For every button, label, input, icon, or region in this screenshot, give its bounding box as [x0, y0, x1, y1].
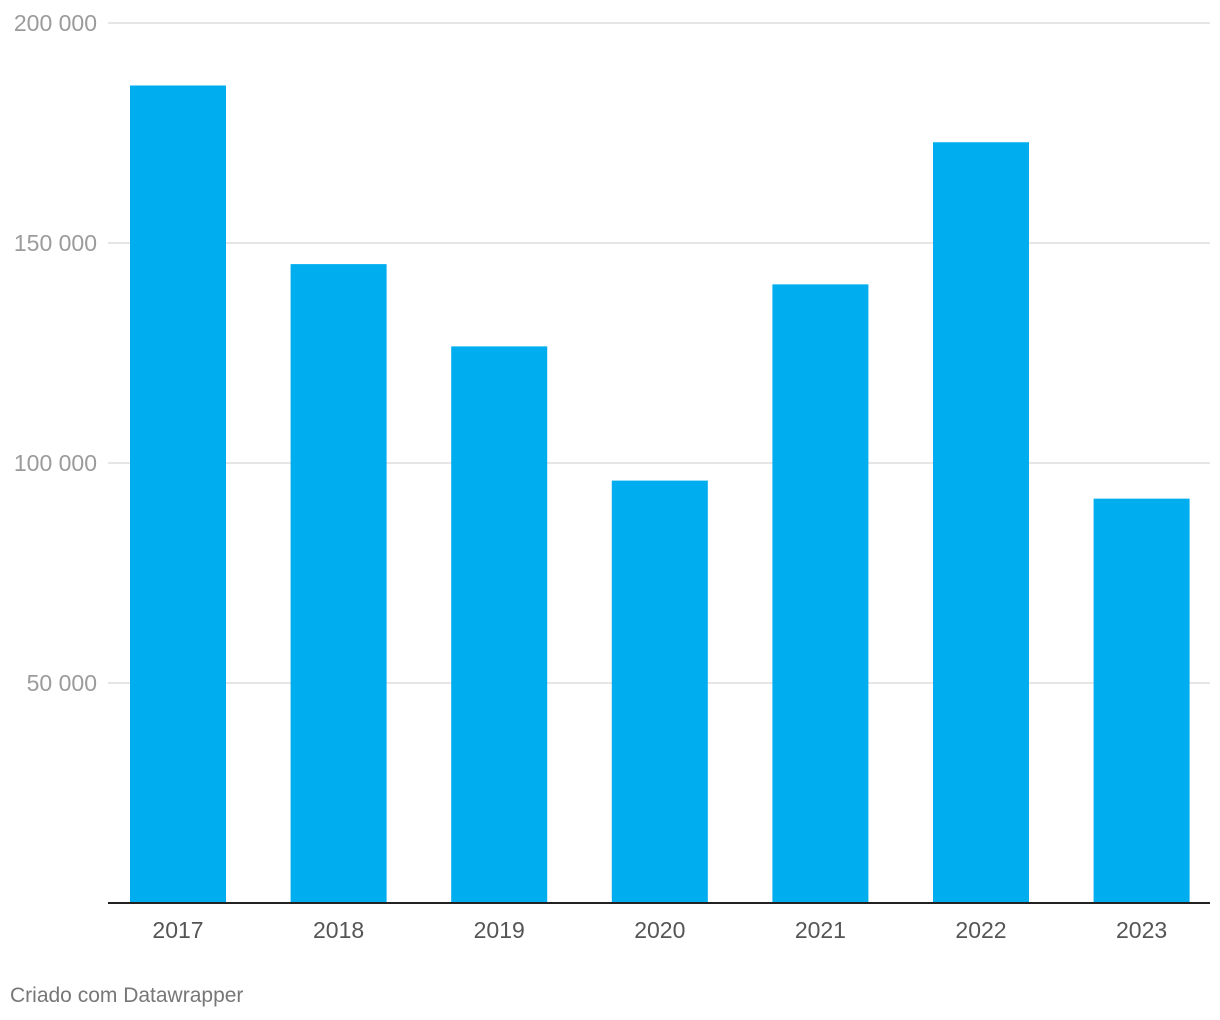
x-tick-label-2020: 2020	[634, 917, 685, 943]
y-axis-ticks: 50 000 100 000 150 000 200 000	[14, 10, 97, 696]
y-tick-label: 150 000	[14, 230, 97, 256]
x-tick-label-2023: 2023	[1116, 917, 1167, 943]
x-tick-label-2019: 2019	[474, 917, 525, 943]
y-tick-label: 200 000	[14, 10, 97, 36]
x-tick-label-2021: 2021	[795, 917, 846, 943]
bar-2021	[772, 284, 869, 903]
bar-2017	[130, 85, 226, 904]
bar-2022	[933, 142, 1029, 904]
y-tick-label: 50 000	[27, 670, 97, 696]
bar-2019	[451, 346, 548, 903]
x-tick-label-2022: 2022	[955, 917, 1006, 943]
x-tick-label-2017: 2017	[152, 917, 203, 943]
bar-2018	[290, 264, 387, 903]
credit-text: Criado com Datawrapper	[10, 984, 244, 1007]
x-tick-label-2018: 2018	[313, 917, 364, 943]
bars	[130, 85, 1190, 904]
bar-2020	[611, 480, 708, 903]
y-tick-label: 100 000	[14, 450, 97, 476]
x-axis-ticks: 2017 2018 2019 2020 2021 2022 2023	[152, 917, 1167, 943]
bar-2023	[1093, 498, 1190, 903]
